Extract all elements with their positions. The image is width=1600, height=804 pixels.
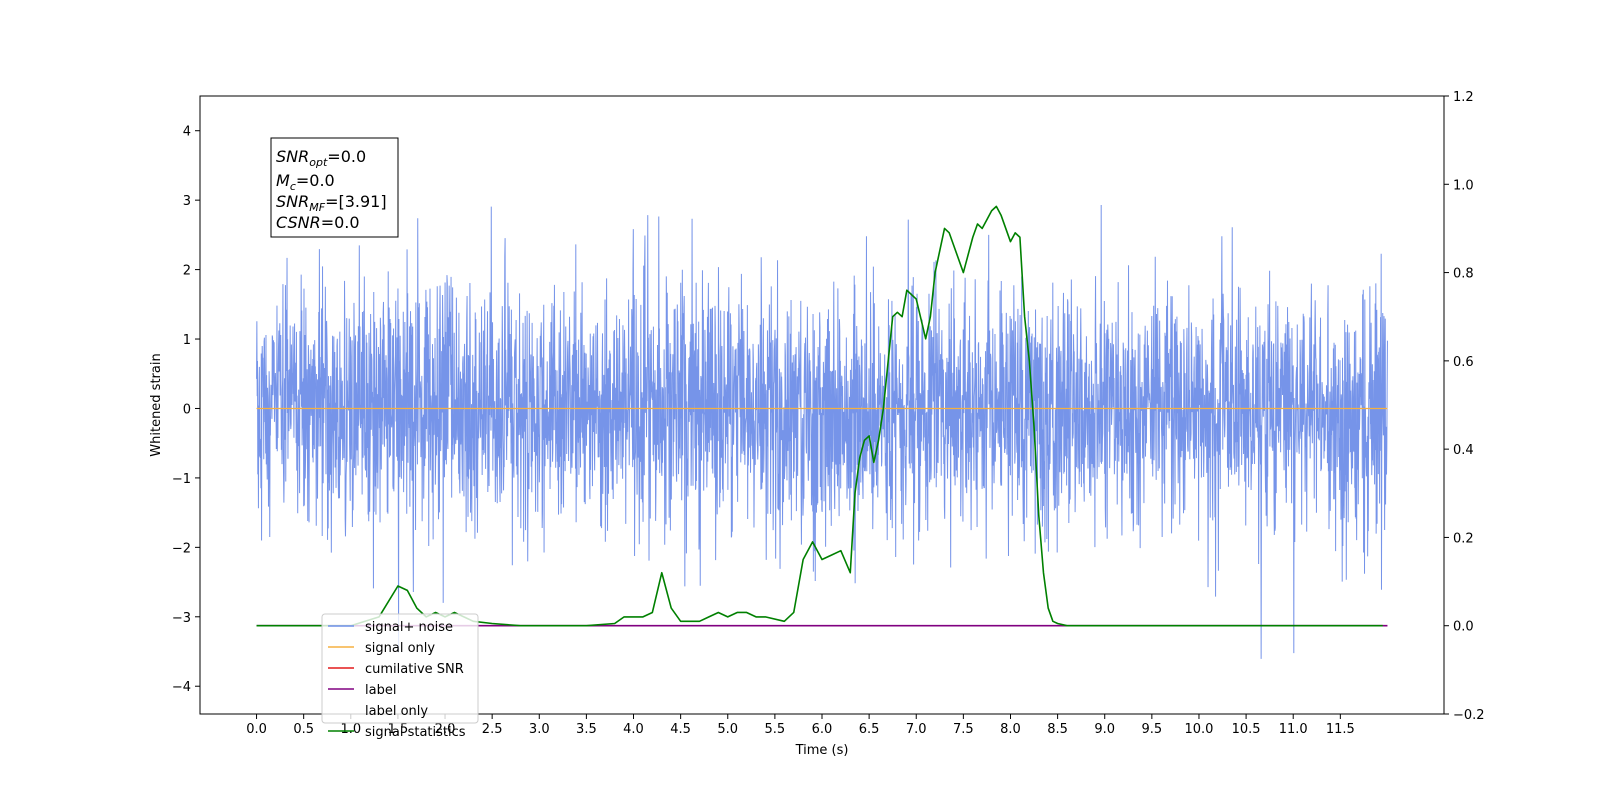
- x-tick-label: 10.5: [1232, 722, 1261, 737]
- y2-tick-label: 0.8: [1453, 267, 1474, 282]
- stat-mc-base: M: [276, 171, 290, 190]
- y2-tick-label: 0.2: [1453, 531, 1474, 546]
- stat-mc: Mc=0.0: [276, 171, 335, 193]
- y-tick-label: 1: [183, 333, 191, 348]
- legend-frame: [321, 613, 479, 724]
- x-tick-label: 0.0: [246, 722, 267, 737]
- y2-tick-label: 0.4: [1453, 443, 1474, 458]
- stat-snr-mf: SNRMF=[3.91]: [276, 192, 387, 214]
- y-tick-label: −4: [172, 680, 191, 695]
- stat-snr-opt-sub: opt: [309, 156, 328, 169]
- x-tick-label: 8.0: [1000, 722, 1021, 737]
- x-tick-label: 1.0: [340, 722, 361, 737]
- y2-tick-label: 1.2: [1453, 90, 1474, 105]
- x-axis-ticks: 0.0 0.5 1.0 1.5 2.0 2.5 3.0 3.5 4.0 4.5 5.0 5.5 6.0 6…: [246, 714, 1355, 737]
- stat-csnr: CSNR=0.0: [276, 213, 360, 232]
- y2-tick-label: 0.0: [1453, 620, 1474, 635]
- x-tick-label: 7.0: [906, 722, 927, 737]
- x-tick-label: 6.5: [859, 722, 880, 737]
- y-axis-ticks: 4 3 2 1 0 −1 −2 −3 −4: [172, 125, 200, 695]
- y-tick-label: −3: [172, 611, 191, 626]
- y-tick-label: 0: [183, 402, 191, 417]
- series-signal-noise-line: [256, 204, 1388, 659]
- x-tick-label: 2.0: [435, 722, 456, 737]
- x-tick-label: 1.5: [388, 722, 409, 737]
- stat-mc-sub: c: [290, 180, 296, 193]
- x-tick-label: 5.5: [765, 722, 786, 737]
- stat-snr-opt-base: SNR: [276, 147, 309, 166]
- stats-annotation-box: SNRopt=0.0 Mc=0.0 SNRMF=[3.91] CSNR=0.0: [270, 137, 399, 238]
- legend-entry-label: signal+ noise: [365, 620, 453, 635]
- y-tick-label: 4: [183, 125, 191, 140]
- x-axis-label: Time (s): [795, 743, 849, 758]
- y2-axis-ticks: 1.2 1.0 0.8 0.6 0.4 0.2 0.0 −0.2: [1444, 90, 1485, 723]
- x-tick-label: 0.5: [293, 722, 314, 737]
- stat-snr-mf-base: SNR: [276, 192, 309, 211]
- x-tick-label: 3.5: [576, 722, 597, 737]
- stat-snr-mf-value: =[3.91]: [325, 192, 387, 211]
- x-tick-label: 3.0: [529, 722, 550, 737]
- legend-entry-label: label: [365, 683, 396, 698]
- x-tick-label: 9.5: [1142, 722, 1163, 737]
- stats-box-frame: [270, 137, 399, 238]
- stat-snr-opt: SNRopt=0.0: [276, 147, 366, 169]
- series-signal-statistics-line: [256, 205, 1383, 627]
- x-tick-label: 7.5: [953, 722, 974, 737]
- y-tick-label: −2: [172, 541, 191, 556]
- x-tick-label: 4.5: [670, 722, 691, 737]
- y2-tick-label: 1.0: [1453, 178, 1474, 193]
- stat-snr-mf-sub: MF: [309, 201, 325, 214]
- y-tick-label: −1: [172, 472, 191, 487]
- stat-snr-opt-value: =0.0: [327, 147, 366, 166]
- y2-tick-label: 0.6: [1453, 355, 1474, 370]
- stat-csnr-value: =0.0: [321, 213, 360, 232]
- y-tick-label: 2: [183, 264, 191, 279]
- legend: signal+ noise signal only cumilative SNR la…: [321, 613, 479, 740]
- legend-items: signal+ noise signal only cumilative SNR la…: [328, 620, 466, 740]
- x-tick-label: 6.0: [812, 722, 833, 737]
- x-tick-label: 8.5: [1047, 722, 1068, 737]
- y-tick-label: 3: [183, 194, 191, 209]
- stat-csnr-base: CSNR: [276, 213, 321, 232]
- legend-entry-label: label only: [365, 704, 428, 719]
- stat-mc-value: =0.0: [296, 171, 335, 190]
- x-tick-label: 11.5: [1326, 722, 1355, 737]
- x-tick-label: 5.0: [717, 722, 738, 737]
- x-tick-label: 2.5: [482, 722, 503, 737]
- y2-tick-label: −0.2: [1453, 708, 1485, 723]
- x-tick-label: 10.0: [1184, 722, 1213, 737]
- legend-entry-label: signal statistics: [365, 725, 466, 740]
- legend-entry-label: signal only: [365, 641, 435, 656]
- signal-noise-layer: [256, 204, 1388, 659]
- x-tick-label: 4.0: [623, 722, 644, 737]
- legend-entry-label: cumilative SNR: [365, 662, 464, 677]
- y-axis-label: Whitened strain: [149, 353, 164, 456]
- x-tick-label: 9.0: [1094, 722, 1115, 737]
- x-tick-label: 11.0: [1279, 722, 1308, 737]
